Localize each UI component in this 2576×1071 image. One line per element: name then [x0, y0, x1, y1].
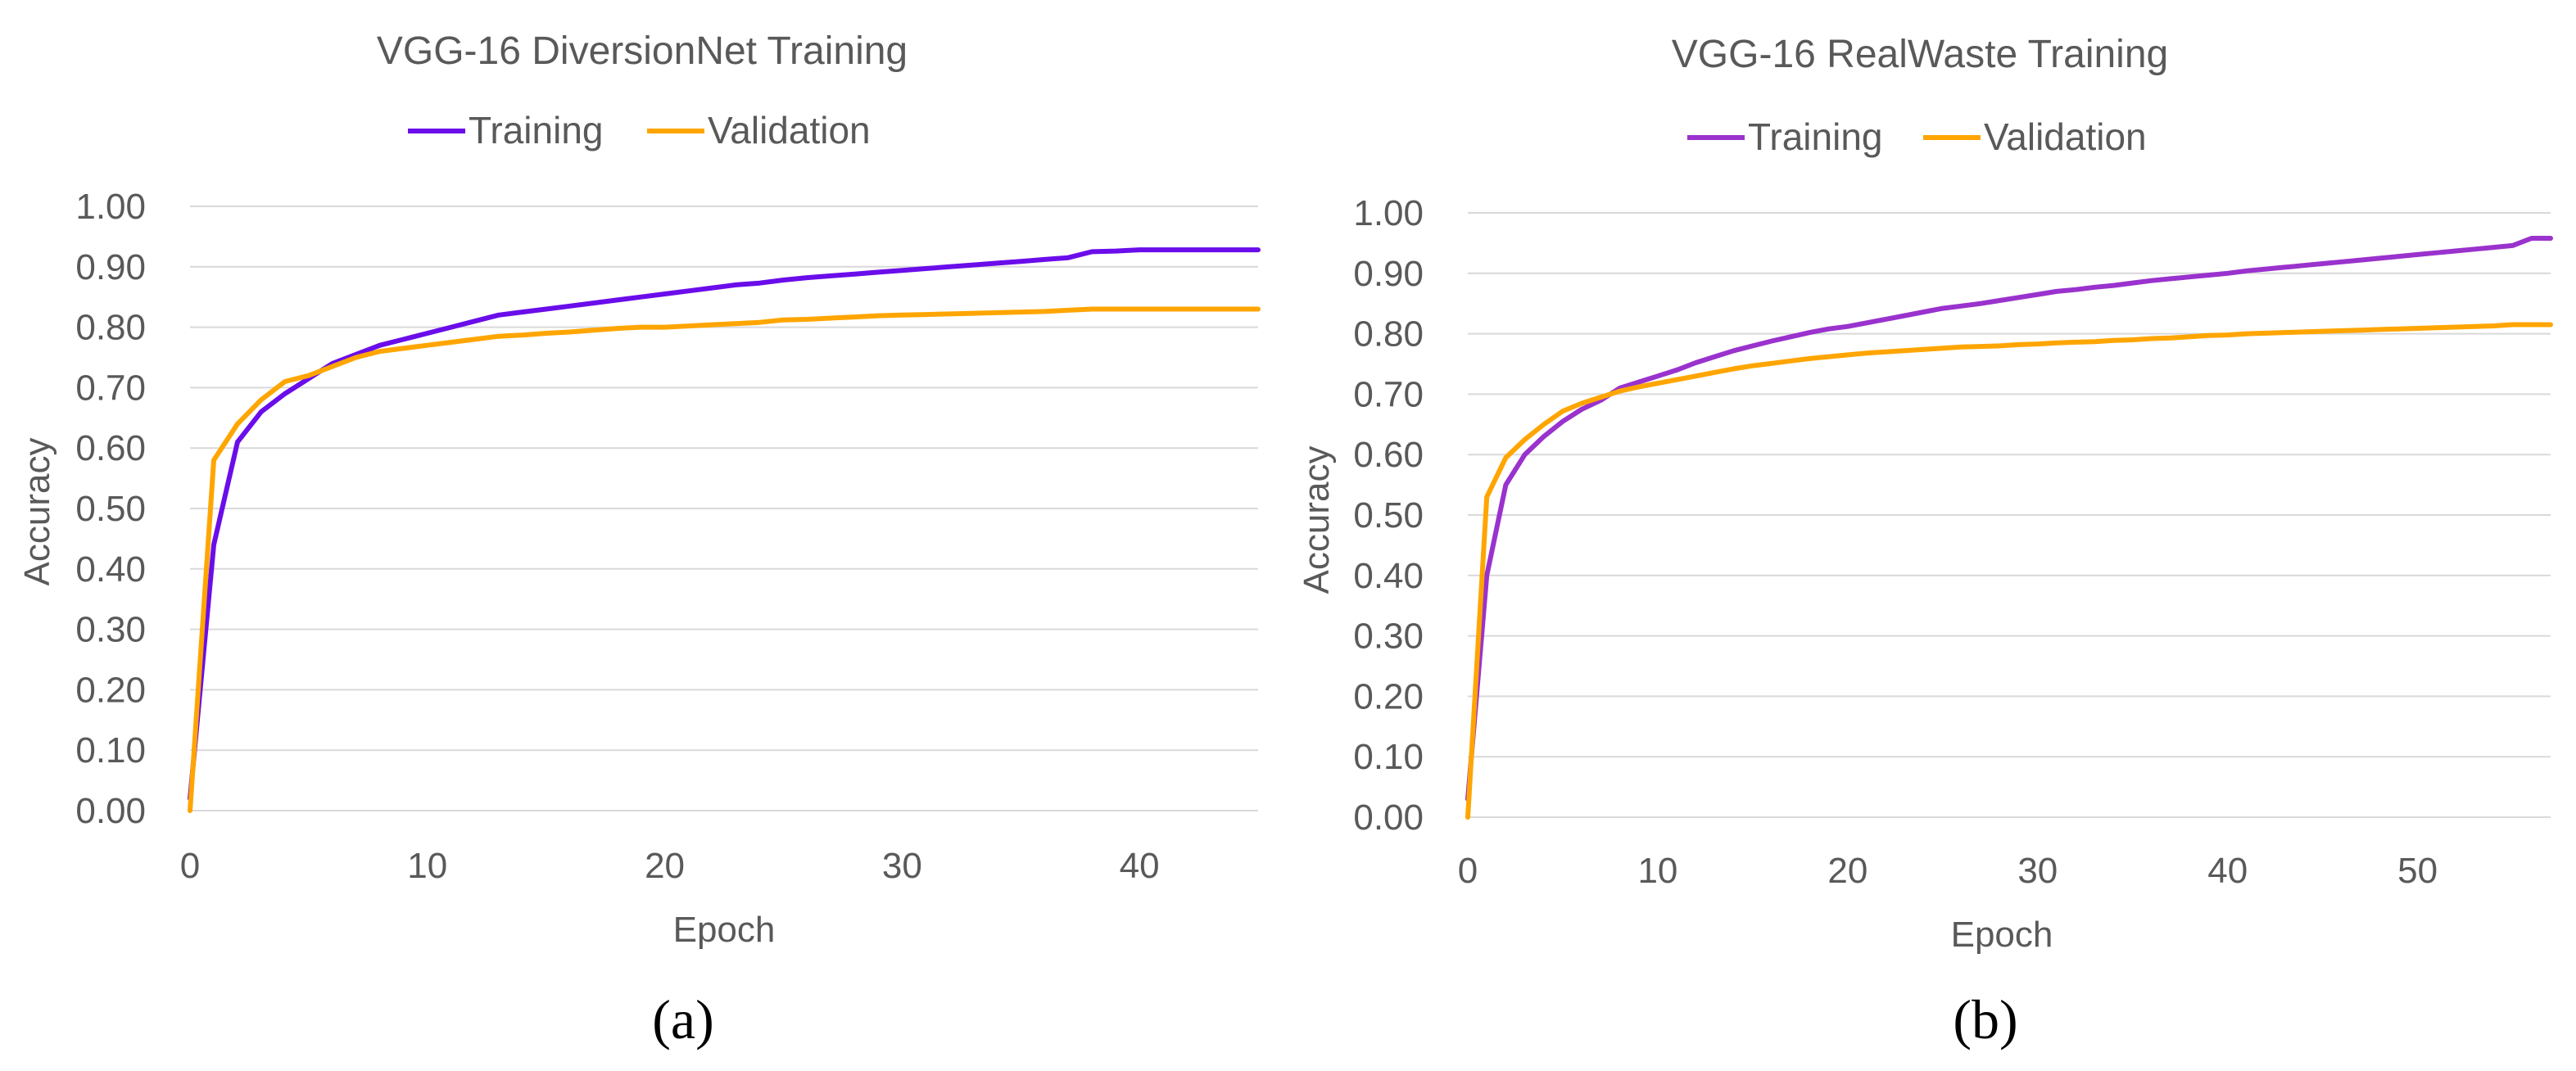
x-tick-label: 10 — [407, 846, 447, 886]
y-tick-label: 0.10 — [75, 730, 146, 770]
series-line-validation — [1465, 322, 2553, 820]
chart-title: VGG-16 DiversionNet Training — [377, 29, 908, 73]
y-tick-label: 0.00 — [75, 791, 146, 831]
y-tick-label: 0.60 — [75, 428, 146, 468]
x-tick-labels: 0 10 20 30 40 — [180, 846, 1160, 886]
y-tick-label: 0.50 — [75, 489, 146, 529]
y-tick-label: 0.20 — [1353, 676, 1424, 716]
y-tick-label: 0.10 — [1353, 737, 1424, 777]
y-tick-label: 0.30 — [75, 610, 146, 650]
y-tick-label: 0.60 — [1353, 435, 1424, 475]
legend-label-training: Training — [469, 109, 603, 151]
x-tick-label: 0 — [180, 846, 200, 886]
y-tick-label: 0.00 — [1353, 798, 1424, 838]
x-tick-labels: 0 10 20 30 40 50 — [1458, 851, 2438, 891]
legend-label-validation: Validation — [708, 109, 871, 151]
y-axis-label: Accuracy — [1297, 446, 1337, 594]
chart-panel-a: VGG-16 DiversionNet Training Training Va… — [17, 29, 1261, 1051]
y-tick-label: 0.20 — [75, 670, 146, 710]
grid-lines — [1468, 212, 2551, 818]
y-tick-label: 0.80 — [1353, 314, 1424, 355]
y-axis-label: Accuracy — [17, 438, 57, 586]
chart-panel-b: VGG-16 RealWaste Training Training Valid… — [1297, 33, 2553, 1051]
x-tick-label: 30 — [2017, 851, 2058, 891]
series-lines — [1465, 236, 2553, 820]
x-tick-label: 20 — [645, 846, 685, 886]
y-tick-label: 0.80 — [75, 308, 146, 348]
legend-label-validation: Validation — [1984, 115, 2147, 158]
y-tick-label: 0.40 — [1353, 556, 1424, 596]
x-tick-label: 10 — [1637, 851, 1677, 891]
y-tick-label: 0.50 — [1353, 495, 1424, 536]
x-axis-label: Epoch — [1951, 915, 2053, 955]
x-tick-label: 40 — [1120, 846, 1160, 886]
y-tick-label: 0.70 — [1353, 374, 1424, 414]
panel-label: (b) — [1953, 988, 2017, 1051]
x-tick-label: 40 — [2207, 851, 2248, 891]
panel-label: (a) — [652, 988, 713, 1051]
y-tick-label: 0.90 — [1353, 254, 1424, 294]
y-tick-labels: 0.00 0.10 0.20 0.30 0.40 0.50 0.60 0.70 0.80 0.90… — [1353, 193, 1424, 838]
x-tick-label: 20 — [1827, 851, 1867, 891]
y-tick-label: 1.00 — [1353, 193, 1424, 233]
legend-label-training: Training — [1748, 115, 1882, 158]
y-tick-label: 1.00 — [75, 187, 146, 227]
series-line-validation — [188, 306, 1261, 813]
series-line-training — [1465, 236, 2553, 802]
y-tick-labels: 0.00 0.10 0.20 0.30 0.40 0.50 0.60 0.70 0.80 0.90… — [75, 187, 146, 831]
series-lines — [188, 247, 1261, 813]
y-tick-label: 0.40 — [75, 549, 146, 590]
grid-lines — [190, 206, 1258, 811]
x-axis-label: Epoch — [673, 910, 776, 950]
legend: Training Validation — [1687, 115, 2147, 158]
y-tick-label: 0.30 — [1353, 617, 1424, 657]
x-tick-label: 0 — [1458, 851, 1478, 891]
x-tick-label: 30 — [882, 846, 922, 886]
series-line-training — [188, 247, 1261, 802]
y-tick-label: 0.70 — [75, 368, 146, 408]
legend: Training Validation — [408, 109, 871, 151]
y-tick-label: 0.90 — [75, 247, 146, 287]
chart-title: VGG-16 RealWaste Training — [1672, 33, 2168, 76]
x-tick-label: 50 — [2397, 851, 2438, 891]
